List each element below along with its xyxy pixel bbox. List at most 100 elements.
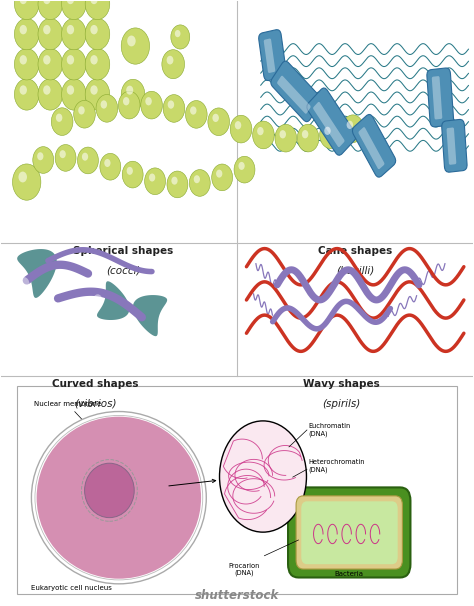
Circle shape: [85, 18, 110, 50]
Polygon shape: [97, 281, 129, 320]
Circle shape: [60, 150, 66, 158]
Circle shape: [175, 30, 181, 37]
Circle shape: [212, 164, 233, 191]
Ellipse shape: [84, 463, 134, 518]
Circle shape: [122, 161, 143, 188]
Circle shape: [319, 121, 341, 148]
Text: Nuclear membrane: Nuclear membrane: [34, 401, 101, 419]
Circle shape: [104, 159, 110, 167]
Circle shape: [93, 295, 102, 306]
Circle shape: [208, 108, 229, 136]
Circle shape: [126, 85, 133, 95]
Text: Euchromatin
(DNA): Euchromatin (DNA): [308, 423, 350, 437]
Circle shape: [67, 85, 74, 95]
Circle shape: [43, 85, 51, 95]
Circle shape: [14, 48, 39, 80]
Circle shape: [216, 170, 222, 178]
Circle shape: [190, 107, 197, 115]
Circle shape: [82, 153, 88, 161]
Circle shape: [37, 152, 44, 160]
Text: Heterochromatin
(DNA): Heterochromatin (DNA): [308, 459, 365, 473]
Circle shape: [234, 156, 255, 183]
Circle shape: [162, 50, 184, 79]
Ellipse shape: [36, 417, 201, 579]
FancyBboxPatch shape: [447, 127, 456, 165]
Circle shape: [253, 121, 274, 149]
Text: (spirils): (spirils): [322, 399, 360, 408]
Circle shape: [118, 92, 140, 119]
Circle shape: [172, 177, 178, 185]
Circle shape: [12, 164, 41, 200]
FancyBboxPatch shape: [296, 496, 402, 569]
Circle shape: [235, 121, 241, 130]
Circle shape: [257, 127, 264, 135]
Circle shape: [67, 0, 74, 4]
Circle shape: [62, 0, 86, 19]
FancyBboxPatch shape: [17, 386, 457, 594]
Circle shape: [189, 170, 210, 196]
Circle shape: [51, 108, 73, 136]
Circle shape: [275, 124, 297, 152]
Circle shape: [91, 0, 98, 4]
Circle shape: [62, 79, 86, 110]
Circle shape: [121, 79, 145, 110]
Circle shape: [100, 153, 121, 180]
Circle shape: [280, 130, 286, 138]
Circle shape: [85, 48, 110, 80]
Text: Wavy shapes: Wavy shapes: [302, 379, 379, 388]
Circle shape: [62, 48, 86, 80]
Circle shape: [73, 101, 95, 128]
Circle shape: [127, 167, 133, 175]
Circle shape: [346, 121, 353, 129]
Circle shape: [33, 147, 54, 173]
Circle shape: [167, 56, 173, 64]
Text: (vibrios): (vibrios): [74, 399, 117, 408]
Text: Cane shapes: Cane shapes: [318, 245, 392, 256]
Circle shape: [43, 55, 51, 65]
FancyBboxPatch shape: [277, 76, 310, 114]
FancyBboxPatch shape: [427, 68, 454, 127]
Circle shape: [19, 85, 27, 95]
Circle shape: [230, 115, 252, 143]
Circle shape: [168, 101, 174, 108]
Circle shape: [324, 127, 331, 135]
Circle shape: [238, 162, 245, 170]
Text: (cocci): (cocci): [106, 265, 141, 276]
Circle shape: [67, 25, 74, 35]
Circle shape: [149, 173, 155, 182]
Circle shape: [121, 28, 150, 64]
FancyBboxPatch shape: [271, 61, 321, 122]
Circle shape: [212, 114, 219, 122]
Circle shape: [342, 115, 364, 142]
Text: Curved shapes: Curved shapes: [52, 379, 138, 388]
Circle shape: [18, 277, 29, 291]
FancyBboxPatch shape: [358, 127, 384, 169]
Circle shape: [123, 97, 129, 105]
Circle shape: [14, 0, 39, 19]
Circle shape: [43, 25, 51, 35]
Text: Spherical shapes: Spherical shapes: [73, 245, 173, 256]
Text: shutterstock: shutterstock: [195, 588, 279, 602]
FancyBboxPatch shape: [442, 119, 467, 172]
Circle shape: [19, 0, 27, 4]
Circle shape: [167, 171, 188, 198]
Circle shape: [91, 85, 98, 95]
Text: Procarion
(DNA): Procarion (DNA): [228, 563, 260, 576]
Circle shape: [19, 25, 27, 35]
FancyBboxPatch shape: [288, 487, 410, 578]
FancyBboxPatch shape: [301, 501, 398, 564]
Circle shape: [78, 106, 85, 115]
Circle shape: [55, 145, 76, 171]
Circle shape: [38, 18, 63, 50]
FancyBboxPatch shape: [264, 39, 275, 73]
Circle shape: [127, 36, 136, 47]
Polygon shape: [133, 295, 167, 336]
Circle shape: [67, 55, 74, 65]
Circle shape: [96, 95, 118, 122]
Circle shape: [78, 147, 99, 174]
Circle shape: [297, 124, 319, 152]
Circle shape: [56, 113, 63, 122]
Circle shape: [145, 168, 165, 195]
FancyBboxPatch shape: [432, 76, 442, 119]
Circle shape: [146, 97, 152, 105]
